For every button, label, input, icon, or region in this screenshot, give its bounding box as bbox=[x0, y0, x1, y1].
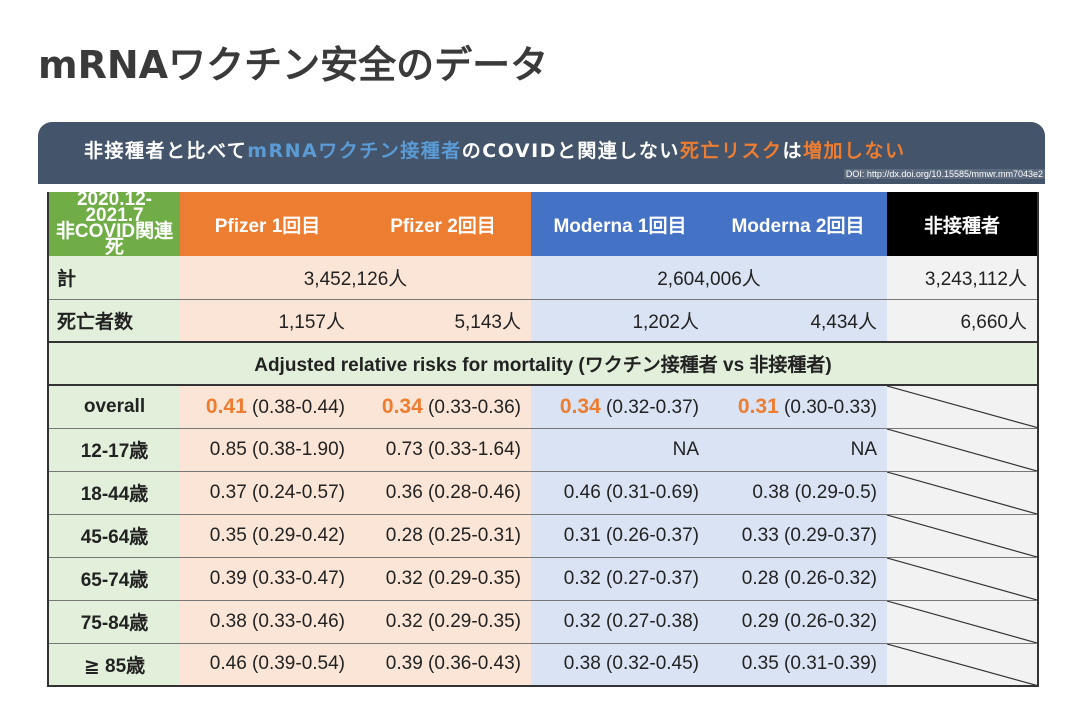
unvaccinated-empty-cell bbox=[887, 643, 1039, 687]
banner-text-death-risk: 死亡リスク bbox=[679, 140, 783, 162]
banner-text-1: 非接種者と比べて bbox=[84, 140, 248, 162]
value-moderna-2: 0.29 (0.26-0.32) bbox=[709, 600, 887, 644]
age-label: 45-64歳 bbox=[47, 514, 180, 558]
deaths-pfizer-2: 5,143人 bbox=[355, 299, 531, 343]
value-moderna-1: 0.32 (0.27-0.37) bbox=[531, 557, 709, 601]
deaths-moderna-1: 1,202人 bbox=[531, 299, 709, 343]
value-moderna-1: 0.38 (0.32-0.45) bbox=[531, 643, 709, 687]
header-moderna-2: Moderna 2回目 bbox=[709, 192, 887, 256]
unvaccinated-empty-cell bbox=[887, 471, 1039, 515]
value-moderna-1: 0.31 (0.26-0.37) bbox=[531, 514, 709, 558]
age-label: 12-17歳 bbox=[47, 428, 180, 472]
unvaccinated-empty-cell bbox=[887, 428, 1039, 472]
age-row: 75-84歳 0.38 (0.33-0.46) 0.32 (0.29-0.35)… bbox=[47, 600, 1039, 644]
total-row: 計 3,452,126人 2,604,006人 3,243,112人 bbox=[47, 256, 1039, 300]
value-pfizer-2: 0.32 (0.29-0.35) bbox=[355, 600, 531, 644]
deaths-pfizer-1: 1,157人 bbox=[180, 299, 355, 343]
banner-headline: 非接種者と比べてmRNAワクチン接種者のCOVIDと関連しない死亡リスクは増加し… bbox=[84, 136, 905, 163]
deaths-unvaccinated: 6,660人 bbox=[887, 299, 1039, 343]
value-moderna-1: 0.46 (0.31-0.69) bbox=[531, 471, 709, 515]
age-row: 65-74歳 0.39 (0.33-0.47) 0.32 (0.29-0.35)… bbox=[47, 557, 1039, 601]
page-title: mRNAワクチン安全のデータ bbox=[38, 43, 549, 87]
age-label: 18-44歳 bbox=[47, 471, 180, 515]
value-moderna-2: NA bbox=[709, 428, 887, 472]
unvaccinated-empty-cell bbox=[887, 600, 1039, 644]
deaths-label: 死亡者数 bbox=[47, 299, 180, 343]
overall-ci: (0.30-0.33) bbox=[784, 396, 877, 418]
header-moderna-1: Moderna 1回目 bbox=[531, 192, 709, 256]
value-pfizer-1: 0.85 (0.38-1.90) bbox=[180, 428, 355, 472]
total-moderna: 2,604,006人 bbox=[531, 256, 887, 300]
total-pfizer: 3,452,126人 bbox=[180, 256, 531, 300]
value-pfizer-2: 0.28 (0.25-0.31) bbox=[355, 514, 531, 558]
age-row: 18-44歳 0.37 (0.24-0.57) 0.36 (0.28-0.46)… bbox=[47, 471, 1039, 515]
table-banner: 非接種者と比べてmRNAワクチン接種者のCOVIDと関連しない死亡リスクは増加し… bbox=[38, 122, 1045, 184]
overall-ci: (0.38-0.44) bbox=[252, 396, 345, 418]
header-unvaccinated: 非接種者 bbox=[887, 192, 1039, 256]
value-moderna-1: NA bbox=[531, 428, 709, 472]
relative-risk-subheader: Adjusted relative risks for mortality (ワ… bbox=[47, 342, 1039, 386]
age-row: ≧ 85歳 0.46 (0.39-0.54) 0.39 (0.36-0.43) … bbox=[47, 643, 1039, 687]
value-pfizer-2: 0.32 (0.29-0.35) bbox=[355, 557, 531, 601]
period-category: 非COVID関連死 bbox=[55, 221, 174, 258]
overall-ci: (0.33-0.36) bbox=[428, 396, 521, 418]
age-row: 45-64歳 0.35 (0.29-0.42) 0.28 (0.25-0.31)… bbox=[47, 514, 1039, 558]
total-unvaccinated: 3,243,112人 bbox=[887, 256, 1039, 300]
deaths-row: 死亡者数 1,157人 5,143人 1,202人 4,434人 6,660人 bbox=[47, 299, 1039, 343]
overall-row: overall 0.41 (0.38-0.44) 0.34 (0.33-0.36… bbox=[47, 385, 1039, 429]
overall-ci: (0.32-0.37) bbox=[606, 396, 699, 418]
overall-rr: 0.34 bbox=[559, 394, 601, 418]
value-pfizer-1: 0.38 (0.33-0.46) bbox=[180, 600, 355, 644]
age-row: 12-17歳 0.85 (0.38-1.90) 0.73 (0.33-1.64)… bbox=[47, 428, 1039, 472]
value-pfizer-1: 0.35 (0.29-0.42) bbox=[180, 514, 355, 558]
value-pfizer-2: 0.73 (0.33-1.64) bbox=[355, 428, 531, 472]
value-pfizer-1: 0.37 (0.24-0.57) bbox=[180, 471, 355, 515]
value-pfizer-1: 0.46 (0.39-0.54) bbox=[180, 643, 355, 687]
age-label: ≧ 85歳 bbox=[47, 643, 180, 687]
banner-text-vaccinated: mRNAワクチン接種者 bbox=[247, 140, 462, 162]
unvaccinated-empty-cell bbox=[887, 385, 1039, 429]
doi-citation: DOI: http://dx.doi.org/10.15585/mmwr.mm7… bbox=[843, 169, 1045, 179]
age-label: 75-84歳 bbox=[47, 600, 180, 644]
value-moderna-2: 0.28 (0.26-0.32) bbox=[709, 557, 887, 601]
overall-pfizer-1: 0.41 (0.38-0.44) bbox=[180, 385, 355, 429]
banner-text-3: のCOVIDと関連しない bbox=[461, 140, 680, 162]
banner-text-5: は bbox=[782, 140, 803, 162]
header-pfizer-2: Pfizer 2回目 bbox=[355, 192, 531, 256]
value-moderna-2: 0.33 (0.29-0.37) bbox=[709, 514, 887, 558]
banner-text-not-increase: 増加しない bbox=[802, 140, 906, 162]
header-pfizer-1: Pfizer 1回目 bbox=[180, 192, 355, 256]
value-pfizer-2: 0.39 (0.36-0.43) bbox=[355, 643, 531, 687]
unvaccinated-empty-cell bbox=[887, 514, 1039, 558]
overall-rr: 0.31 bbox=[737, 394, 779, 418]
value-moderna-2: 0.35 (0.31-0.39) bbox=[709, 643, 887, 687]
value-pfizer-1: 0.39 (0.33-0.47) bbox=[180, 557, 355, 601]
overall-moderna-2: 0.31 (0.30-0.33) bbox=[709, 385, 887, 429]
total-label: 計 bbox=[47, 256, 180, 300]
overall-moderna-1: 0.34 (0.32-0.37) bbox=[531, 385, 709, 429]
subheader-row: Adjusted relative risks for mortality (ワ… bbox=[47, 342, 1039, 386]
overall-rr: 0.34 bbox=[381, 394, 423, 418]
unvaccinated-empty-cell bbox=[887, 557, 1039, 601]
value-moderna-1: 0.32 (0.27-0.38) bbox=[531, 600, 709, 644]
period-header: 2020.12-2021.7 非COVID関連死 bbox=[47, 189, 180, 258]
overall-pfizer-2: 0.34 (0.33-0.36) bbox=[355, 385, 531, 429]
overall-rr: 0.41 bbox=[205, 394, 247, 418]
mortality-table: 2020.12-2021.7 非COVID関連死 Pfizer 1回目 Pfiz… bbox=[47, 189, 1039, 687]
deaths-moderna-2: 4,434人 bbox=[709, 299, 887, 343]
age-label: 65-74歳 bbox=[47, 557, 180, 601]
value-pfizer-2: 0.36 (0.28-0.46) bbox=[355, 471, 531, 515]
value-moderna-2: 0.38 (0.29-0.5) bbox=[709, 471, 887, 515]
header-row: 2020.12-2021.7 非COVID関連死 Pfizer 1回目 Pfiz… bbox=[47, 189, 1039, 258]
overall-label: overall bbox=[47, 385, 180, 429]
period-range: 2020.12-2021.7 bbox=[76, 189, 152, 226]
